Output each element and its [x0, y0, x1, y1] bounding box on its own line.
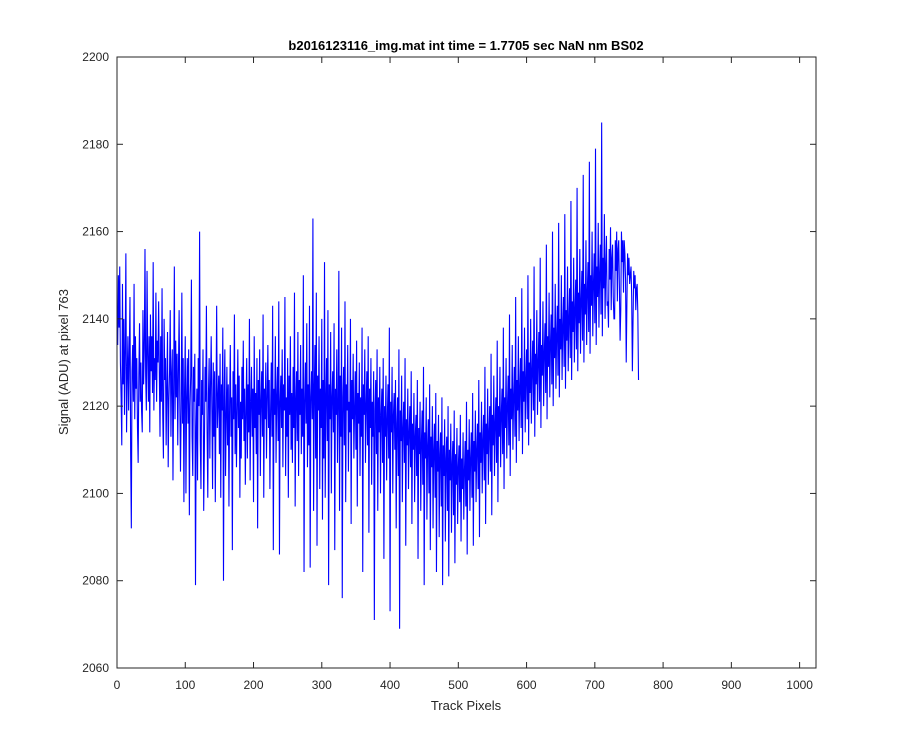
y-tick-label: 2060 — [82, 661, 109, 675]
x-axis-label: Track Pixels — [431, 698, 502, 713]
x-tick-label: 700 — [585, 678, 605, 692]
y-tick-label: 2100 — [82, 486, 109, 500]
y-tick-label: 2200 — [82, 50, 109, 64]
x-tick-label: 600 — [517, 678, 537, 692]
x-tick-label: 500 — [448, 678, 468, 692]
y-tick-label: 2080 — [82, 574, 109, 588]
chart-title: b2016123116_img.mat int time = 1.7705 se… — [288, 38, 643, 53]
y-tick-label: 2160 — [82, 225, 109, 239]
y-tick-label: 2140 — [82, 312, 109, 326]
x-tick-label: 100 — [175, 678, 195, 692]
x-tick-label: 0 — [114, 678, 121, 692]
y-tick-label: 2120 — [82, 399, 109, 413]
y-axis-label: Signal (ADU) at pixel 763 — [56, 289, 71, 435]
x-tick-label: 800 — [653, 678, 673, 692]
plot-area — [117, 57, 816, 668]
series-line-0 — [117, 122, 640, 629]
x-tick-label: 900 — [721, 678, 741, 692]
y-tick-label: 2180 — [82, 137, 109, 151]
axes-box — [116, 56, 817, 669]
x-tick-label: 1000 — [786, 678, 813, 692]
x-tick-label: 400 — [380, 678, 400, 692]
x-tick-label: 300 — [312, 678, 332, 692]
x-tick-label: 200 — [244, 678, 264, 692]
